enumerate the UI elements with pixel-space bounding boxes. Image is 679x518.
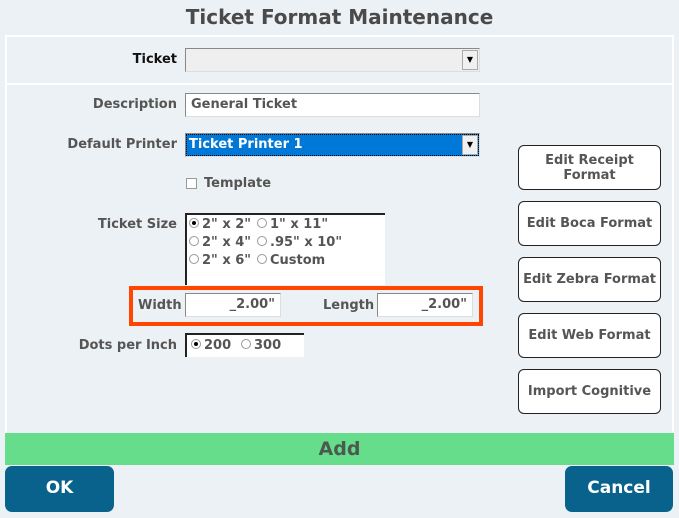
edit-receipt-format-button[interactable]: Edit Receipt Format <box>518 145 661 190</box>
option-label: 2" x 6" <box>202 253 252 268</box>
radio-icon[interactable] <box>189 236 199 246</box>
dpi-option-300[interactable]: 300 <box>241 338 281 353</box>
length-label: Length <box>323 298 375 313</box>
radio-icon[interactable] <box>257 218 267 228</box>
option-label: Custom <box>270 253 326 268</box>
checkbox-icon[interactable] <box>186 178 197 189</box>
add-button[interactable]: Add <box>5 433 674 465</box>
size-option-1x11[interactable]: 1" x 11" <box>257 217 328 232</box>
default-printer-label: Default Printer <box>67 137 177 152</box>
ticket-dropdown[interactable]: ▼ <box>185 48 480 72</box>
option-label: 2" x 4" <box>202 235 252 250</box>
option-label: 1" x 11" <box>270 217 329 232</box>
length-input[interactable]: _2.00" <box>377 293 473 317</box>
size-option-2x4[interactable]: 2" x 4" <box>189 235 251 250</box>
page-title: Ticket Format Maintenance <box>185 5 494 29</box>
template-checkbox[interactable]: Template <box>186 176 271 191</box>
option-label: 200 <box>204 338 232 353</box>
option-label: 2" x 2" <box>202 217 252 232</box>
ok-button[interactable]: OK <box>5 466 114 512</box>
radio-icon[interactable] <box>241 339 251 349</box>
dpi-group: 200 300 <box>185 333 304 357</box>
radio-icon[interactable] <box>257 254 267 264</box>
width-label: Width <box>138 298 182 313</box>
cancel-button[interactable]: Cancel <box>565 466 673 512</box>
radio-icon[interactable] <box>257 236 267 246</box>
edit-boca-format-button[interactable]: Edit Boca Format <box>518 201 661 246</box>
dpi-label: Dots per Inch <box>78 338 177 353</box>
option-label: 300 <box>254 338 282 353</box>
radio-icon[interactable] <box>189 254 199 264</box>
ticket-size-label: Ticket Size <box>97 217 177 232</box>
ticket-size-group: 2" x 2" 1" x 11" 2" x 4" .95" x 10" 2" x… <box>185 213 385 285</box>
radio-selected-icon[interactable] <box>191 339 201 349</box>
printer-value: Ticket Printer 1 <box>189 137 303 152</box>
chevron-down-icon[interactable]: ▼ <box>462 135 478 155</box>
description-input[interactable]: General Ticket <box>185 93 480 117</box>
size-option-95x10[interactable]: .95" x 10" <box>257 235 342 250</box>
default-printer-dropdown[interactable]: Ticket Printer 1 ▼ <box>185 133 480 157</box>
divider <box>5 83 674 85</box>
size-option-2x6[interactable]: 2" x 6" <box>189 253 251 268</box>
ticket-label: Ticket <box>132 52 177 67</box>
form-panel <box>5 35 674 433</box>
option-label: .95" x 10" <box>270 235 343 250</box>
template-label: Template <box>204 176 272 191</box>
width-input[interactable]: _2.00" <box>185 293 281 317</box>
radio-selected-icon[interactable] <box>189 218 199 228</box>
size-option-custom[interactable]: Custom <box>257 253 325 268</box>
import-cognitive-button[interactable]: Import Cognitive <box>518 369 661 414</box>
chevron-down-icon[interactable]: ▼ <box>462 50 478 70</box>
dpi-option-200[interactable]: 200 <box>191 338 231 353</box>
edit-zebra-format-button[interactable]: Edit Zebra Format <box>518 257 661 302</box>
highlight-box <box>129 286 483 326</box>
size-option-2x2[interactable]: 2" x 2" <box>189 217 251 232</box>
edit-web-format-button[interactable]: Edit Web Format <box>518 313 661 358</box>
description-label: Description <box>92 97 177 112</box>
